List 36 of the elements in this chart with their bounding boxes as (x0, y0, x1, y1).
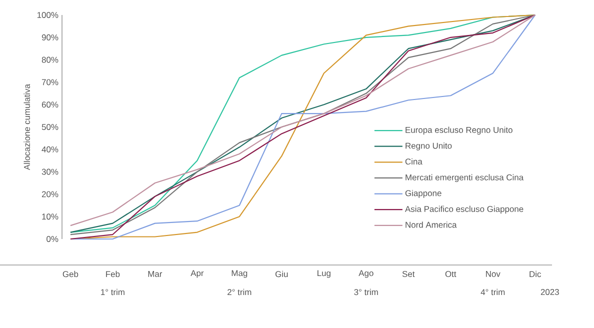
y-tick-label: 60% (42, 102, 58, 108)
legend-label: Europa escluso Regno Unito (406, 126, 512, 135)
text: 2023 (540, 289, 559, 295)
x-tick-label: Lug (318, 270, 330, 278)
y-tick-label: 10% (42, 214, 58, 220)
x-tick-label: Nov (486, 271, 500, 277)
y-tick-label: 100% (37, 12, 58, 18)
y-axis-title: Allocazione cumulativa (24, 84, 30, 170)
text: 3° trim (354, 288, 378, 296)
legend-label: Giappone (405, 190, 442, 198)
x-tick-label: Geb (62, 270, 78, 278)
x-tick-label: Feb (106, 270, 120, 278)
legend-label: Cina (405, 158, 422, 165)
legend-label: Nord America (406, 222, 457, 228)
x-tick-label: Dic (530, 270, 542, 278)
y-tick-label: 30% (42, 168, 58, 175)
y-tick-label: 50% (42, 124, 58, 130)
y-tick-label: 80% (42, 56, 58, 63)
x-tick-label: Set (402, 271, 415, 277)
y-tick-label: 70% (42, 79, 58, 86)
text: 1° trim (101, 288, 124, 296)
legend-label: Mercati emergenti esclusa Cina (406, 174, 524, 182)
text: 2° trim (228, 288, 252, 296)
y-tick-label: 40% (42, 146, 58, 152)
y-tick-label: 20% (42, 191, 58, 198)
x-tick-label: Giu (275, 270, 288, 278)
legend-label: Asia Pacifico escluso Giappone (405, 206, 524, 214)
y-tick-label: 0% (46, 236, 58, 242)
x-tick-label: Ago (358, 270, 374, 278)
y-tick-label: 90% (42, 34, 58, 40)
text: 4° trim (480, 288, 505, 296)
x-tick-label: Mag (232, 270, 248, 278)
legend-label: Regno Unito (406, 142, 452, 150)
x-tick-label: Apr (190, 270, 204, 278)
x-tick-label: Ott (445, 271, 456, 277)
x-tick-label: Mar (148, 271, 162, 277)
